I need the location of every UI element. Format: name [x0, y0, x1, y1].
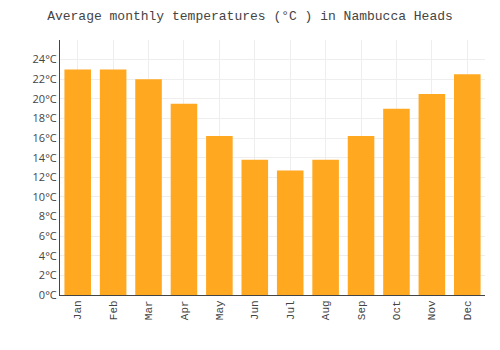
svg-text:12°C: 12°C [33, 169, 57, 184]
svg-text:Oct: Oct [391, 300, 403, 320]
svg-text:Feb: Feb [108, 300, 120, 320]
svg-text:Apr: Apr [179, 300, 191, 320]
svg-text:10°C: 10°C [33, 189, 57, 204]
svg-text:Sep: Sep [356, 300, 368, 320]
svg-text:Mar: Mar [143, 300, 155, 320]
svg-text:May: May [214, 300, 226, 320]
svg-text:8°C: 8°C [39, 208, 57, 223]
svg-text:18°C: 18°C [33, 110, 57, 125]
svg-text:0°C: 0°C [39, 287, 57, 302]
svg-text:6°C: 6°C [39, 228, 57, 243]
svg-text:24°C: 24°C [33, 51, 57, 66]
svg-text:20°C: 20°C [33, 91, 57, 106]
svg-text:16°C: 16°C [33, 130, 57, 145]
svg-text:Dec: Dec [462, 300, 474, 320]
svg-text:Aug: Aug [320, 300, 332, 320]
svg-text:Nov: Nov [426, 300, 438, 320]
svg-text:22°C: 22°C [33, 71, 57, 86]
svg-text:Average monthly temperatures (: Average monthly temperatures (°C ) in Na… [47, 9, 453, 24]
svg-text:Jun: Jun [249, 300, 261, 320]
svg-text:Jan: Jan [72, 300, 84, 320]
svg-text:4°C: 4°C [39, 248, 57, 263]
svg-text:14°C: 14°C [33, 150, 57, 165]
svg-text:2°C: 2°C [39, 267, 57, 282]
svg-text:Jul: Jul [285, 300, 297, 320]
